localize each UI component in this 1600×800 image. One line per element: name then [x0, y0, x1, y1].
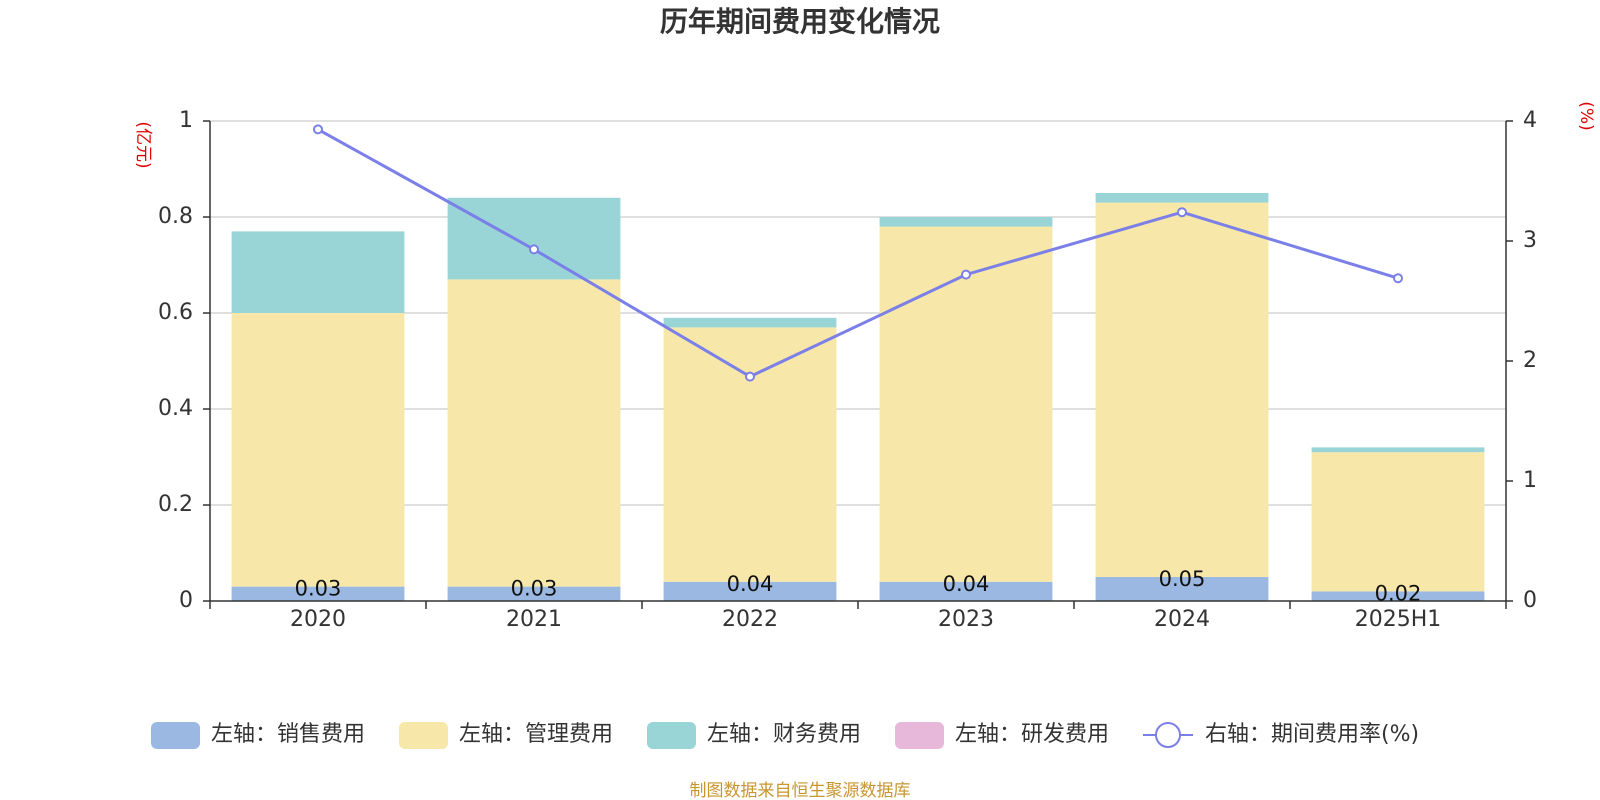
right-tick-label: 1 [1523, 468, 1537, 493]
x-tick-label: 2023 [938, 607, 994, 632]
left-axis-unit: (亿元) [133, 121, 153, 168]
legend-swatch [647, 722, 696, 749]
x-tick-label: 2020 [290, 607, 346, 632]
rate-point [745, 371, 755, 382]
bar-segment [1095, 202, 1269, 577]
rate-line [313, 124, 1403, 382]
sales-data-label: 0.04 [727, 572, 774, 596]
gridlines [210, 120, 1506, 506]
bar-segment [663, 317, 837, 328]
right-tick-label: 2 [1523, 348, 1537, 373]
sales-data-label: 0.05 [1159, 567, 1206, 591]
bar-segment [1311, 447, 1485, 453]
bar-segment [447, 197, 621, 280]
legend: 左轴：销售费用 左轴：管理费用 左轴：财务费用 左轴：研发费用 右轴：期间费用率(%) [151, 722, 1419, 749]
legend-label: 左轴：管理费用 [459, 722, 613, 747]
bar-segment [1095, 577, 1269, 601]
bar-segment [231, 313, 405, 587]
x-tick-label: 2024 [1154, 607, 1210, 632]
data-labels: 0.03 0.03 0.04 0.04 0.05 0.02 [295, 567, 1422, 605]
legend-label: 左轴：销售费用 [211, 722, 365, 747]
axes: 0 0.2 0.4 0.6 0.8 1 0 1 2 3 4 2020 2021 2022 2023 2024 2… [158, 108, 1537, 632]
chart-title: 历年期间费用变化情况 [660, 5, 940, 38]
right-tick-label: 3 [1523, 228, 1537, 253]
right-tick-label: 0 [1523, 588, 1537, 613]
legend-swatch [399, 722, 448, 749]
x-tick-label: 2022 [722, 607, 778, 632]
rate-point [313, 124, 323, 135]
legend-swatch [151, 722, 200, 749]
left-tick-label: 1 [179, 108, 193, 133]
bar-segment [879, 217, 1053, 227]
right-axis-unit: (%) [1576, 101, 1596, 130]
rate-line-path [317, 128, 1399, 379]
legend-point-marker [1155, 722, 1181, 748]
rate-point [1393, 273, 1403, 284]
bar-segment [879, 581, 1053, 601]
left-tick-label: 0 [179, 588, 193, 613]
rate-point [529, 244, 539, 255]
source-note: 制图数据来自恒生聚源数据库 [690, 781, 911, 800]
bar-segment [879, 226, 1053, 582]
left-tick-label: 0.6 [158, 300, 193, 325]
x-tick-label: 2025H1 [1355, 607, 1442, 632]
bar-segment [663, 327, 837, 582]
right-tick-label: 4 [1523, 108, 1537, 133]
bar-segment [1311, 452, 1485, 592]
bar-segment [447, 586, 621, 601]
bar-segment [447, 279, 621, 587]
legend-swatch [895, 722, 944, 749]
left-tick-label: 0.8 [158, 204, 193, 229]
sales-data-label: 0.04 [943, 572, 990, 596]
bar-segment [1311, 591, 1485, 601]
legend-label: 左轴：财务费用 [707, 722, 861, 747]
bar-segment [663, 581, 837, 601]
rate-point [1177, 207, 1187, 218]
left-tick-label: 0.2 [158, 492, 193, 517]
legend-label: 右轴：期间费用率(%) [1205, 722, 1419, 747]
sales-data-label: 0.03 [511, 577, 558, 601]
x-tick-label: 2021 [506, 607, 562, 632]
bar-segment [1095, 193, 1269, 203]
legend-label: 左轴：研发费用 [955, 722, 1109, 747]
bar-segment [231, 231, 405, 313]
sales-data-label: 0.02 [1375, 581, 1422, 605]
bars [231, 193, 1485, 601]
sales-data-label: 0.03 [295, 577, 342, 601]
left-tick-label: 0.4 [158, 396, 193, 421]
bar-segment [231, 586, 405, 601]
rate-point [961, 269, 971, 280]
